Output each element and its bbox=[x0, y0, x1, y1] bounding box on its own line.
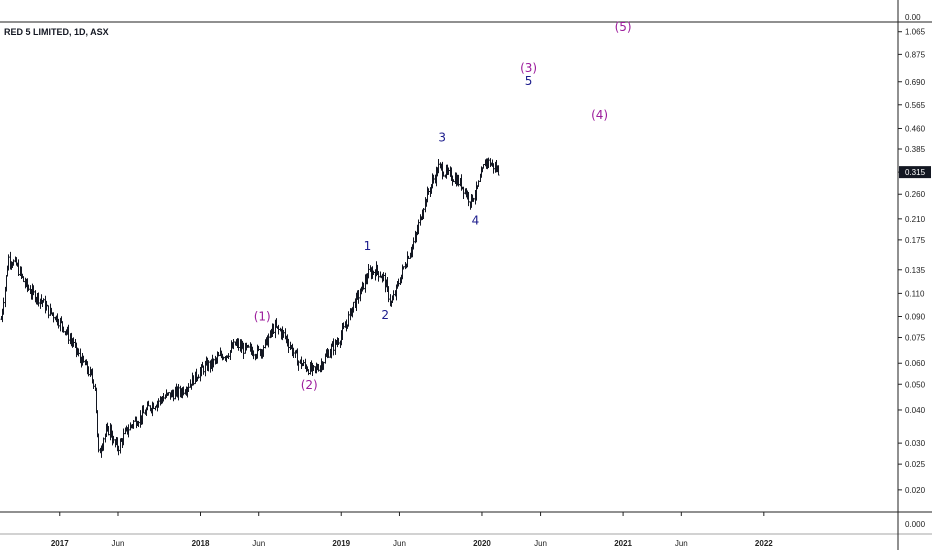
wave-label: 1 bbox=[364, 239, 372, 253]
y-tick-label: 0.040 bbox=[905, 406, 926, 415]
y-tick-label: 0.110 bbox=[905, 289, 925, 298]
y-tick-label-top: 0.00 bbox=[905, 13, 921, 22]
wave-label: (3) bbox=[520, 61, 537, 75]
y-tick-label: 0.460 bbox=[905, 124, 926, 133]
wave-label: (1) bbox=[254, 309, 271, 323]
y-tick-label: 0.050 bbox=[905, 380, 926, 389]
x-tick-label: Jun bbox=[252, 539, 265, 548]
x-tick-label: Jun bbox=[112, 539, 125, 548]
x-tick-label: Jun bbox=[534, 539, 547, 548]
y-tick-label: 0.090 bbox=[905, 313, 926, 322]
x-tick-label: 2019 bbox=[332, 539, 350, 548]
wave-label: 3 bbox=[438, 131, 446, 145]
y-tick-label: 0.875 bbox=[905, 50, 926, 59]
x-tick-label: 2020 bbox=[473, 539, 491, 548]
y-tick-label: 0.690 bbox=[905, 78, 926, 87]
wave-labels: (1) (2) 1 2 3 4 (3)5 (4) (5) bbox=[254, 20, 632, 392]
y-tick-label: 0.210 bbox=[905, 215, 926, 224]
y-tick-label: 0.175 bbox=[905, 236, 926, 245]
y-tick-label: 1.065 bbox=[905, 28, 926, 37]
x-axis-ticks: 2017 Jun 2018 Jun 2019 Jun 2020 Jun 2021 Jun 2022 bbox=[51, 512, 773, 548]
x-tick-label: 2017 bbox=[51, 539, 69, 548]
wave-label: 2 bbox=[381, 308, 389, 322]
y-tick-label: 0.385 bbox=[905, 145, 926, 154]
x-tick-label: 2022 bbox=[755, 539, 773, 548]
y-tick-label-bottom: 0.000 bbox=[905, 520, 926, 529]
last-price-badge bbox=[899, 166, 931, 179]
x-tick-label: Jun bbox=[675, 539, 688, 548]
wave-label: (5) bbox=[615, 20, 632, 34]
x-tick-label: 2018 bbox=[192, 539, 210, 548]
x-tick-label: 2021 bbox=[614, 539, 632, 548]
wave-label: 4 bbox=[472, 213, 480, 227]
y-axis-ticks: 1.065 0.875 0.690 0.565 0.460 0.385 0.260 0.210… bbox=[898, 28, 926, 495]
price-bars bbox=[0, 157, 500, 458]
y-tick-label: 0.030 bbox=[905, 439, 926, 448]
last-price-label: 0.315 bbox=[905, 168, 926, 177]
x-tick-label: Jun bbox=[393, 539, 406, 548]
wave-label: (2) bbox=[301, 378, 318, 392]
y-tick-label: 0.060 bbox=[905, 359, 926, 368]
wave-label: 5 bbox=[525, 74, 533, 88]
y-tick-label: 0.075 bbox=[905, 334, 926, 343]
chart-title: RED 5 LIMITED, 1D, ASX bbox=[4, 27, 109, 37]
wave-label: (4) bbox=[591, 108, 608, 122]
y-tick-label: 0.565 bbox=[905, 101, 926, 110]
y-tick-label: 0.260 bbox=[905, 190, 926, 199]
y-tick-label: 0.135 bbox=[905, 266, 926, 275]
y-tick-label: 0.025 bbox=[905, 460, 926, 469]
y-tick-label: 0.020 bbox=[905, 486, 926, 495]
